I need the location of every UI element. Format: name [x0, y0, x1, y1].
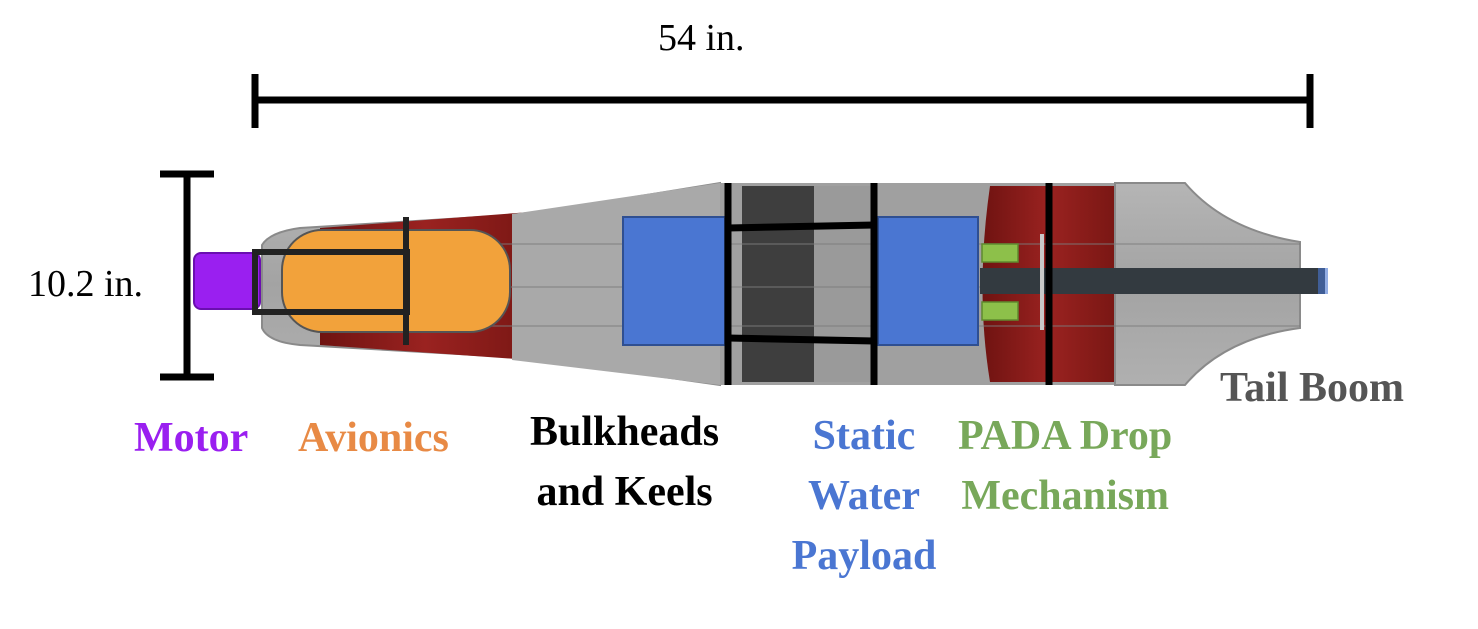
payload-block-forward: [622, 216, 726, 346]
legend-motor-label: Motor: [134, 415, 249, 461]
legend-tail-boom-label: Tail Boom: [1220, 365, 1404, 411]
legend-tail-boom: Tail Boom: [1220, 358, 1404, 418]
legend-static-water-line1: Static: [812, 413, 916, 459]
pada-bracket-top: [981, 243, 1019, 263]
avionics-block: [281, 229, 511, 333]
legend-pada-line1: PADA Drop: [958, 413, 1173, 459]
legend-static-water-line3: Payload: [791, 533, 937, 579]
legend-static-water: Static Water Payload: [774, 406, 954, 586]
keel-interior-right: [814, 186, 874, 382]
keel-bottom: [727, 334, 875, 345]
legend-avionics: Avionics: [298, 408, 449, 468]
tail-boom-end: [1318, 268, 1328, 294]
pada-drop-mechanism: [981, 234, 1044, 330]
tail-boom: [980, 268, 1325, 294]
payload-block-aft: [877, 216, 979, 346]
legend-bulkheads: Bulkheads and Keels: [530, 402, 719, 522]
bulkheads-and-keels: [252, 183, 1053, 385]
length-label: 54 in.: [658, 17, 745, 59]
height-label: 10.2 in.: [28, 263, 144, 305]
legend-avionics-label: Avionics: [298, 415, 449, 461]
keel-interior: [742, 186, 814, 382]
legend-motor: Motor: [134, 408, 248, 468]
legend-pada-line2: Mechanism: [961, 473, 1169, 519]
legend-pada: PADA Drop Mechanism: [958, 406, 1172, 526]
motor-block: [193, 252, 261, 310]
length-dimension: [251, 74, 1314, 128]
height-dimension: [160, 170, 214, 381]
legend-bulkheads-line1: Bulkheads: [530, 409, 720, 455]
pada-bracket-bottom: [981, 301, 1019, 321]
legend-bulkheads-line2: and Keels: [536, 469, 713, 515]
keel-top: [727, 221, 875, 232]
legend-static-water-line2: Water: [808, 473, 920, 519]
